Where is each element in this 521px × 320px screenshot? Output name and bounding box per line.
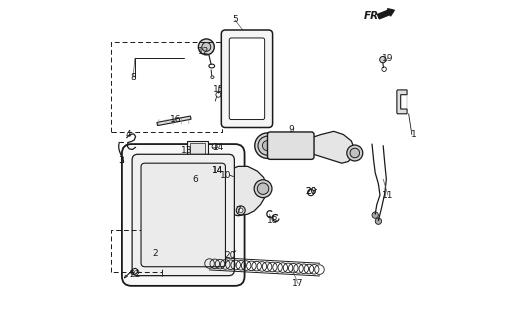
Text: 9: 9 <box>288 125 294 134</box>
FancyBboxPatch shape <box>132 154 234 276</box>
Text: 4: 4 <box>126 130 131 139</box>
Circle shape <box>372 212 378 218</box>
Circle shape <box>192 167 198 173</box>
Circle shape <box>237 206 245 215</box>
FancyArrow shape <box>378 9 394 19</box>
Polygon shape <box>157 116 191 125</box>
Text: 13: 13 <box>181 146 192 155</box>
Circle shape <box>199 39 214 55</box>
Circle shape <box>222 264 226 267</box>
Circle shape <box>223 172 230 179</box>
Text: 11: 11 <box>382 190 394 200</box>
Circle shape <box>263 140 272 151</box>
Circle shape <box>380 56 386 63</box>
Circle shape <box>350 148 359 158</box>
Circle shape <box>141 264 144 267</box>
Circle shape <box>382 67 387 71</box>
Circle shape <box>190 165 200 175</box>
Text: 14: 14 <box>212 166 223 175</box>
Circle shape <box>227 123 231 127</box>
Text: 3: 3 <box>118 156 124 164</box>
Polygon shape <box>312 131 354 163</box>
Text: 21: 21 <box>233 111 244 120</box>
FancyBboxPatch shape <box>229 38 265 120</box>
Circle shape <box>375 218 381 224</box>
Text: 19: 19 <box>382 53 394 62</box>
FancyBboxPatch shape <box>190 143 205 155</box>
Text: 8: 8 <box>130 73 136 82</box>
Polygon shape <box>397 90 407 114</box>
FancyBboxPatch shape <box>221 30 272 127</box>
Circle shape <box>239 208 243 212</box>
Text: 20: 20 <box>224 251 235 260</box>
Circle shape <box>258 136 277 155</box>
Circle shape <box>216 92 221 97</box>
Text: 6: 6 <box>192 175 198 184</box>
Circle shape <box>211 168 216 173</box>
Circle shape <box>224 113 230 119</box>
Text: 14: 14 <box>213 143 224 152</box>
Circle shape <box>172 211 188 226</box>
Circle shape <box>219 170 224 174</box>
Circle shape <box>152 249 158 256</box>
FancyBboxPatch shape <box>267 132 314 159</box>
Text: 2: 2 <box>153 250 158 259</box>
Text: 15: 15 <box>213 85 225 94</box>
Text: 14: 14 <box>212 166 223 175</box>
Text: 10: 10 <box>220 172 231 180</box>
Text: FR.: FR. <box>364 11 383 21</box>
Circle shape <box>167 205 193 232</box>
Circle shape <box>257 183 269 195</box>
Polygon shape <box>224 166 267 216</box>
Text: 7: 7 <box>235 206 241 215</box>
FancyBboxPatch shape <box>141 163 226 267</box>
FancyBboxPatch shape <box>187 140 208 158</box>
Circle shape <box>255 133 280 158</box>
Text: 22: 22 <box>129 269 140 279</box>
Circle shape <box>213 157 216 160</box>
Text: 20: 20 <box>306 188 317 196</box>
Circle shape <box>133 270 136 273</box>
Circle shape <box>212 144 217 149</box>
Circle shape <box>254 180 272 197</box>
Circle shape <box>154 251 157 254</box>
Text: 16: 16 <box>170 115 182 124</box>
Text: 18: 18 <box>267 216 278 225</box>
Circle shape <box>347 145 363 161</box>
Text: 20: 20 <box>306 188 317 196</box>
Circle shape <box>194 157 196 160</box>
Circle shape <box>222 163 226 166</box>
Text: 1: 1 <box>411 130 416 139</box>
Circle shape <box>202 43 211 51</box>
Circle shape <box>177 215 183 221</box>
Text: 12: 12 <box>197 47 209 56</box>
Text: 17: 17 <box>292 279 304 288</box>
Circle shape <box>141 163 144 166</box>
FancyBboxPatch shape <box>122 144 244 286</box>
Circle shape <box>175 157 177 160</box>
Text: 5: 5 <box>232 15 238 24</box>
